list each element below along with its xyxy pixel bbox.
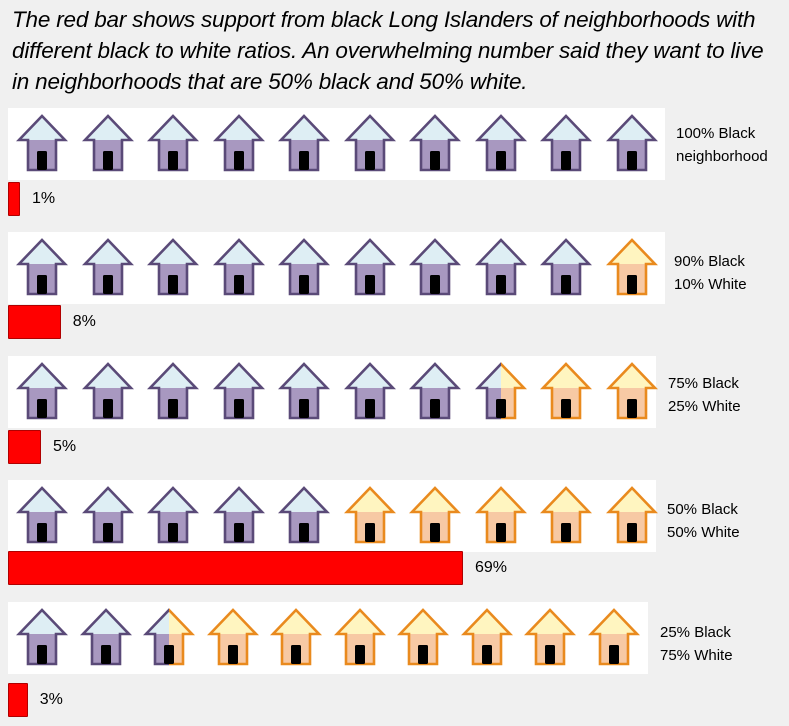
house-black-icon <box>343 114 396 172</box>
house-black-icon <box>147 486 199 544</box>
house-white-icon <box>333 608 386 666</box>
support-percent-label: 69% <box>475 559 508 576</box>
house-black-icon <box>409 114 461 172</box>
neighborhood-label: 100% Black neighborhood <box>676 125 768 165</box>
support-bar <box>8 683 28 717</box>
house-black-icon <box>81 362 134 420</box>
house-black-icon <box>278 114 330 172</box>
house-black-icon <box>147 362 199 420</box>
house-black-icon <box>147 238 199 296</box>
house-black-icon <box>16 114 68 172</box>
house-black-icon <box>16 486 68 544</box>
house-black-icon <box>212 238 265 296</box>
support-percent-label: 8% <box>72 313 96 330</box>
house-white-icon <box>540 486 592 544</box>
house-black-icon <box>16 362 68 420</box>
house-black-icon <box>81 114 134 172</box>
house-black-icon <box>474 238 527 296</box>
house-black-icon <box>212 114 265 172</box>
house-white-icon <box>397 608 449 666</box>
neighborhood-label: 90% Black 10% White <box>674 253 747 293</box>
house-white-icon <box>409 486 461 544</box>
support-percent-label: 1% <box>32 190 56 207</box>
house-white-icon <box>605 362 658 420</box>
house-white-icon <box>206 608 259 666</box>
house-black-icon <box>81 486 134 544</box>
house-white-icon <box>605 486 658 544</box>
house-black-icon <box>147 114 199 172</box>
house-black-icon <box>278 238 330 296</box>
neighborhood-label: 25% Black 75% White <box>660 624 733 664</box>
support-bar <box>8 182 20 216</box>
house-black-icon <box>81 238 134 296</box>
house-black-icon <box>212 362 265 420</box>
house-black-icon <box>79 608 132 666</box>
house-black-icon <box>16 238 68 296</box>
neighborhood-label: 75% Black 25% White <box>668 375 741 415</box>
support-percent-label: 5% <box>52 438 77 455</box>
house-white-icon <box>460 608 513 666</box>
house-white-icon <box>524 608 576 666</box>
house-black-icon <box>212 486 265 544</box>
house-white-icon <box>587 608 640 666</box>
house-white-icon <box>270 608 322 666</box>
house-white-icon <box>343 486 396 544</box>
house-black-icon <box>278 362 330 420</box>
house-black-icon <box>540 114 592 172</box>
chart-title: The red bar shows support from black Lon… <box>12 7 764 94</box>
support-bar <box>8 551 463 585</box>
house-half-icon <box>474 362 527 420</box>
house-white-icon <box>540 362 592 420</box>
house-white-icon <box>474 486 527 544</box>
house-black-icon <box>540 238 592 296</box>
house-black-icon <box>343 362 396 420</box>
house-white-icon <box>605 238 658 296</box>
house-black-icon <box>16 608 68 666</box>
house-black-icon <box>605 114 658 172</box>
house-half-icon <box>143 608 195 666</box>
support-bar <box>8 430 41 464</box>
house-black-icon <box>474 114 527 172</box>
support-percent-label: 3% <box>39 691 63 708</box>
house-black-icon <box>409 362 461 420</box>
house-black-icon <box>343 238 396 296</box>
house-black-icon <box>278 486 330 544</box>
support-bar <box>8 305 61 339</box>
neighborhood-label: 50% Black 50% White <box>667 501 740 541</box>
house-black-icon <box>409 238 461 296</box>
